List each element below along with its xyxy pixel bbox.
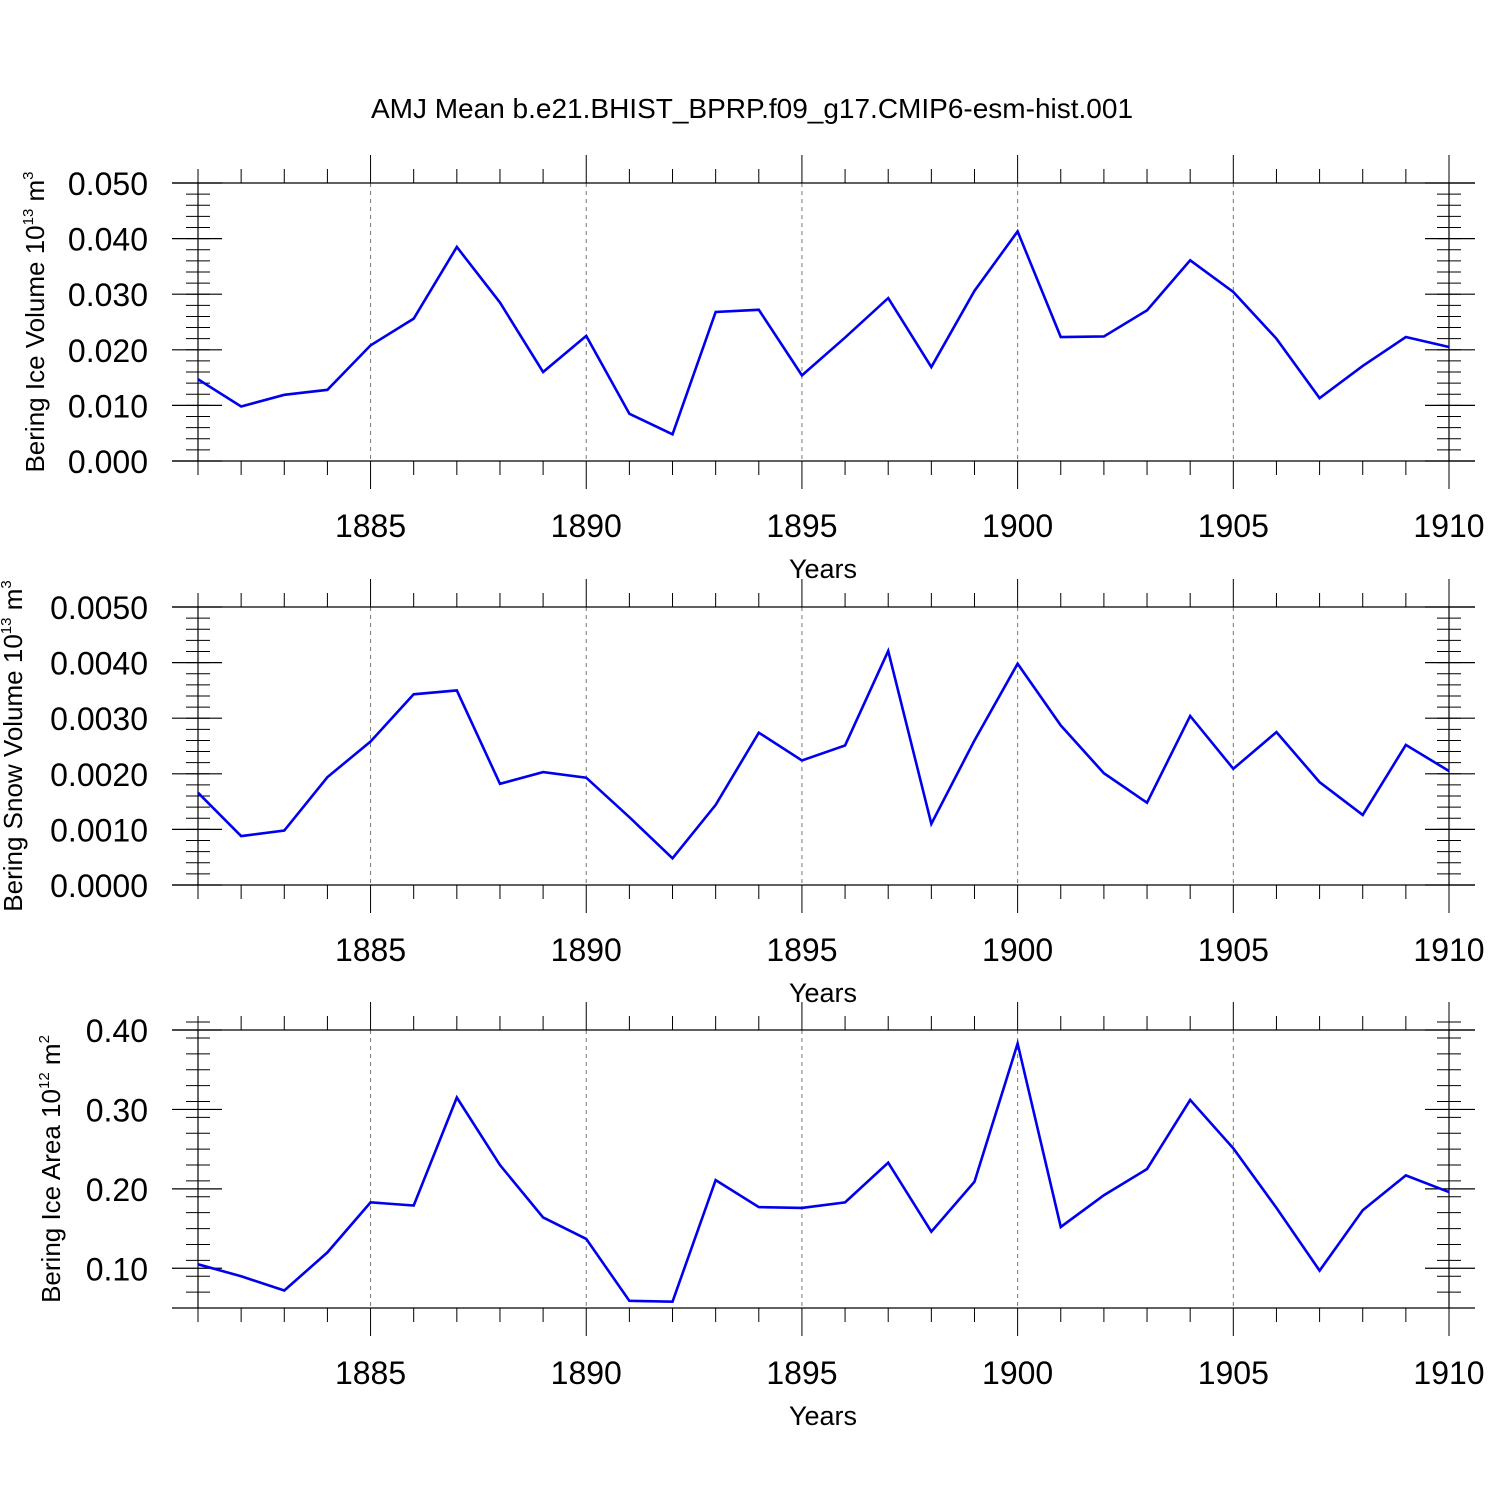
x-tick-label: 1890 xyxy=(551,508,622,544)
y-tick-label: 0.000 xyxy=(68,444,148,480)
x-tick-label: 1905 xyxy=(1198,932,1269,968)
x-tick-label: 1900 xyxy=(982,932,1053,968)
y-tick-label: 0.0050 xyxy=(50,590,148,626)
y-tick-label: 0.10 xyxy=(86,1251,148,1287)
x-tick-label: 1885 xyxy=(335,932,406,968)
x-tick-label: 1910 xyxy=(1413,508,1484,544)
panel-ice-area: 0.10 0.20 0.30 0.40 1885 1890 1895 1900 1905 1910… xyxy=(36,1002,1485,1431)
y-tick-label: 0.40 xyxy=(86,1013,148,1049)
y-tick-label: 0.0040 xyxy=(50,646,148,682)
panel-ice-volume: 0.000 0.010 0.020 0.030 0.040 0.050 1885 1890 18… xyxy=(20,155,1485,584)
chart-title: AMJ Mean b.e21.BHIST_BPRP.f09_g17.CMIP6-… xyxy=(371,93,1133,124)
y-tick-label: 0.0010 xyxy=(50,812,148,848)
y-tick-label: 0.0000 xyxy=(50,868,148,904)
x-tick-label: 1905 xyxy=(1198,1355,1269,1391)
y-tick-label: 0.050 xyxy=(68,166,148,202)
y-tick-label: 0.30 xyxy=(86,1092,148,1128)
x-tick-label: 1895 xyxy=(766,932,837,968)
panel-snow-volume: 0.0000 0.0010 0.0020 0.0030 0.0040 0.0050 1885… xyxy=(0,579,1485,1008)
x-tick-label: 1885 xyxy=(335,508,406,544)
x-tick-label: 1885 xyxy=(335,1355,406,1391)
x-tick-label: 1890 xyxy=(551,1355,622,1391)
x-axis-label: Years xyxy=(789,978,857,1008)
y-axis-label: Bering Snow Volume 1013 m3 xyxy=(0,580,28,911)
x-axis-label: Years xyxy=(789,554,857,584)
series-line xyxy=(197,1038,1450,1303)
x-tick-label: 1900 xyxy=(982,508,1053,544)
series-line xyxy=(197,646,1450,861)
x-tick-label: 1905 xyxy=(1198,508,1269,544)
y-tick-label: 0.20 xyxy=(86,1172,148,1208)
y-axis-label: Bering Ice Volume 1013 m3 xyxy=(20,171,50,472)
y-tick-label: 0.040 xyxy=(68,222,148,258)
x-tick-label: 1910 xyxy=(1413,1355,1484,1391)
x-tick-label: 1910 xyxy=(1413,932,1484,968)
y-axis-label: Bering Ice Area 1012 m2 xyxy=(36,1035,66,1303)
y-tick-label: 0.020 xyxy=(68,333,148,369)
y-tick-label: 0.0030 xyxy=(50,701,148,737)
x-tick-label: 1895 xyxy=(766,508,837,544)
series-line xyxy=(197,228,1450,437)
x-tick-label: 1900 xyxy=(982,1355,1053,1391)
x-tick-label: 1890 xyxy=(551,932,622,968)
y-tick-label: 0.010 xyxy=(68,388,148,424)
x-tick-label: 1895 xyxy=(766,1355,837,1391)
y-tick-label: 0.030 xyxy=(68,277,148,313)
y-tick-label: 0.0020 xyxy=(50,757,148,793)
x-axis-label: Years xyxy=(789,1401,857,1431)
